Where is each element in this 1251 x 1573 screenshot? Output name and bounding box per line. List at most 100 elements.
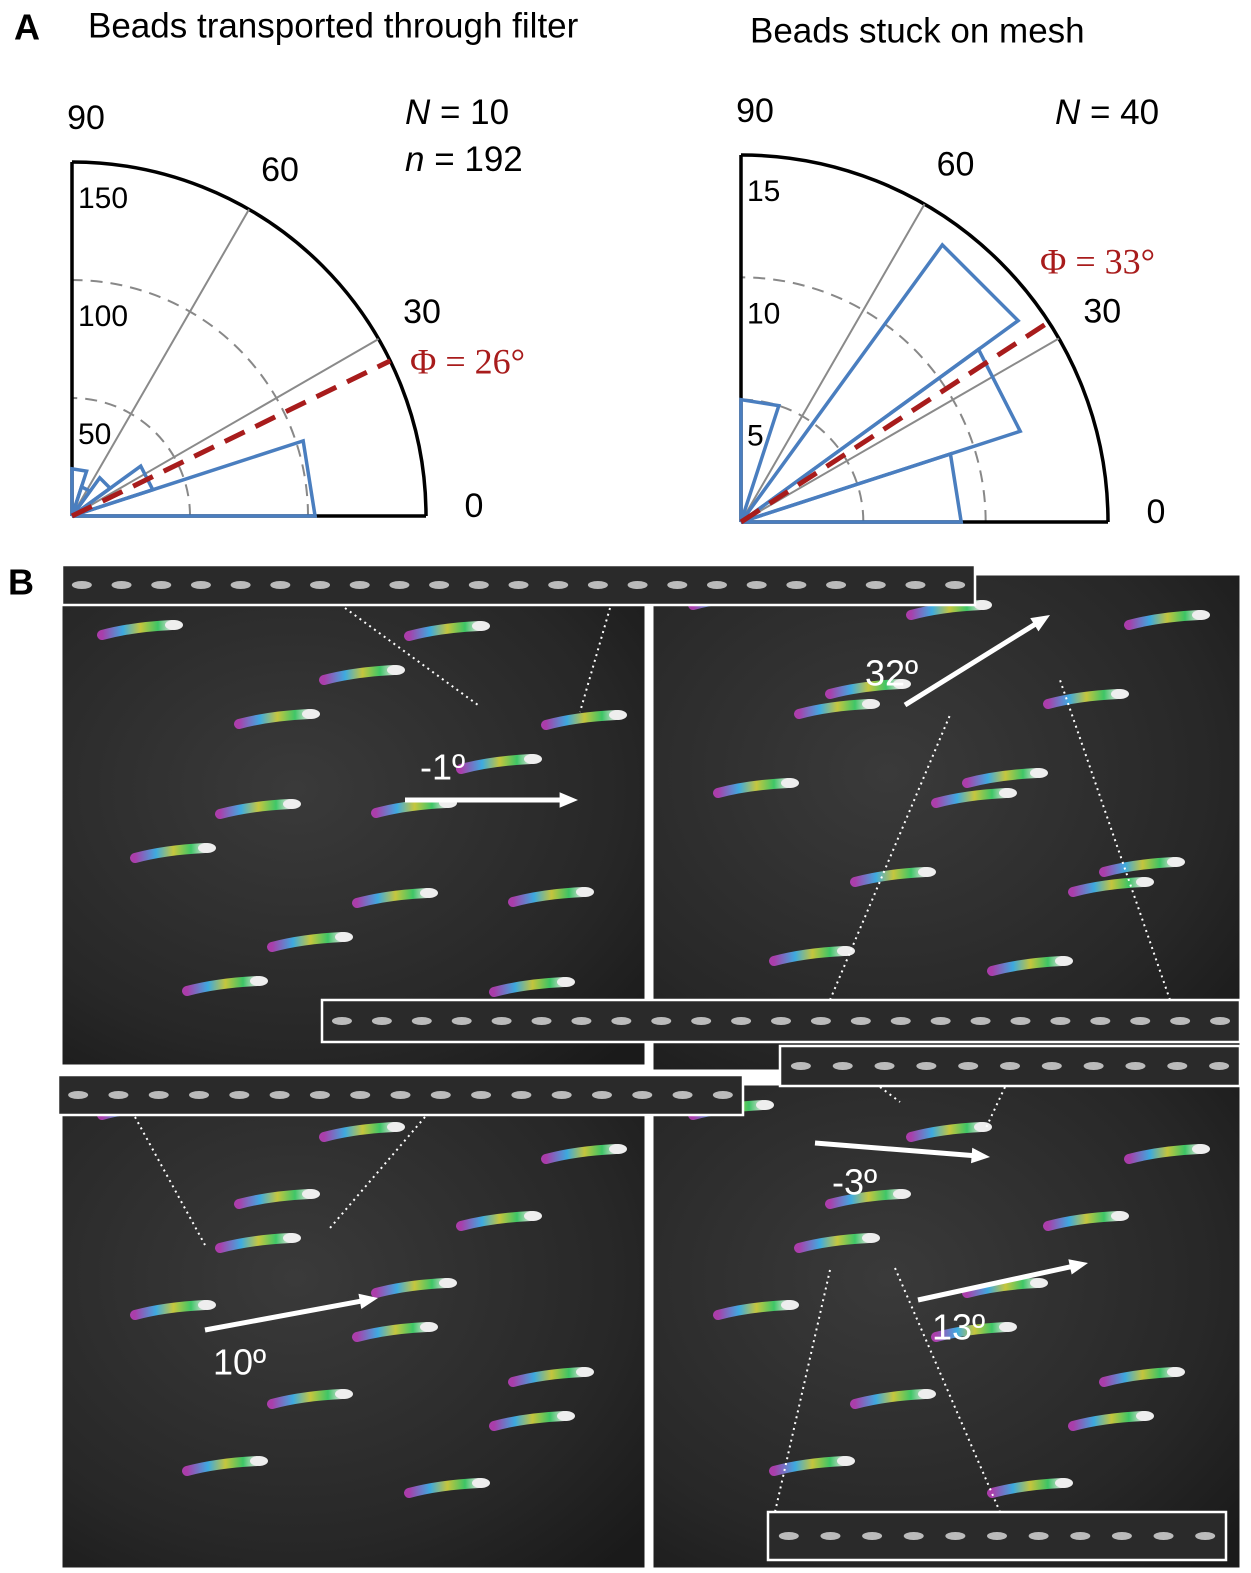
inset-bead: [791, 1062, 811, 1070]
inset-bead: [851, 1017, 871, 1025]
stat-text: = 40: [1080, 93, 1159, 132]
inset-bead: [511, 1091, 531, 1099]
bead: [283, 799, 301, 809]
r-tick-label: 5: [747, 420, 764, 453]
inset-bead: [1167, 1062, 1187, 1070]
inset-bead: [905, 581, 925, 589]
bead: [250, 1456, 268, 1466]
stat-symbol: N: [405, 93, 431, 132]
panel-label: B: [8, 562, 34, 603]
bead: [1030, 1278, 1048, 1288]
inset-bead: [270, 1091, 290, 1099]
polar-chart: Beads transported through filterN = 10n …: [67, 6, 579, 525]
spoke: [72, 339, 379, 516]
inset-bead: [862, 1532, 882, 1540]
bead: [609, 1144, 627, 1154]
inset-bead: [412, 1017, 432, 1025]
outer-arc: [741, 155, 1108, 522]
inset-bead: [786, 581, 806, 589]
inset-bead: [691, 1017, 711, 1025]
inset-bead: [866, 581, 886, 589]
bead: [524, 1211, 542, 1221]
bead: [576, 1367, 594, 1377]
inset-bead: [108, 1091, 128, 1099]
inset-bead: [471, 1091, 491, 1099]
inset-bead: [916, 1062, 936, 1070]
inset-bead: [571, 1017, 591, 1025]
bead: [756, 1100, 774, 1110]
inset-bead: [1112, 1532, 1132, 1540]
inset-bead: [833, 1062, 853, 1070]
inset-bead: [904, 1532, 924, 1540]
inset-bead: [1195, 1532, 1215, 1540]
polar-chart: Beads stuck on meshN = 40510150306090Φ =…: [736, 11, 1165, 531]
inset-bead: [429, 581, 449, 589]
inset-bead: [492, 1017, 512, 1025]
inset-bead: [628, 581, 648, 589]
r-tick-label: 50: [78, 418, 111, 451]
spoke: [72, 209, 249, 516]
arrow-label: 10º: [213, 1342, 266, 1383]
inset-bead: [552, 1091, 572, 1099]
bead: [1111, 1211, 1129, 1221]
bead: [918, 1389, 936, 1399]
bead: [387, 665, 405, 675]
inset-bead: [469, 581, 489, 589]
stat-symbol: N: [1055, 93, 1081, 132]
bead: [335, 932, 353, 942]
inset-bead: [1042, 1062, 1062, 1070]
bead: [862, 699, 880, 709]
chart-title: Beads transported through filter: [88, 6, 579, 45]
bead: [1192, 610, 1210, 620]
inset-bead: [707, 581, 727, 589]
inset-bead: [151, 581, 171, 589]
stat-text: = 192: [424, 140, 522, 179]
inset-bead: [1090, 1017, 1110, 1025]
inset-bead: [1125, 1062, 1145, 1070]
inset-bead: [72, 581, 92, 589]
bead: [420, 1322, 438, 1332]
inset-bead: [958, 1062, 978, 1070]
inset-bead: [350, 581, 370, 589]
angle-tick-label: 30: [1083, 292, 1121, 330]
bead: [198, 1300, 216, 1310]
mean-direction: [741, 322, 1049, 522]
spoke: [741, 339, 1059, 523]
inset-bead: [1170, 1017, 1190, 1025]
inset-bead: [731, 1017, 751, 1025]
bead: [302, 1189, 320, 1199]
bead: [335, 1389, 353, 1399]
inset-bead: [1130, 1017, 1150, 1025]
angle-tick-label: 90: [736, 92, 774, 130]
inset-bead: [713, 1091, 733, 1099]
bead: [420, 888, 438, 898]
inset-bead: [611, 1017, 631, 1025]
inset-bead: [191, 581, 211, 589]
r-tick-label: 100: [78, 300, 128, 333]
inset-bead: [667, 581, 687, 589]
figure: A Beads transported through filterN = 10…: [0, 0, 1251, 1568]
inset-bead: [389, 581, 409, 589]
inset-bead: [1070, 1532, 1090, 1540]
angle-tick-label: 30: [403, 293, 441, 331]
inset-bead: [112, 581, 132, 589]
inset-bead: [1084, 1062, 1104, 1070]
inset-bead: [826, 581, 846, 589]
bead: [1030, 768, 1048, 778]
mean-direction: [72, 361, 390, 516]
bead: [999, 788, 1017, 798]
chart-title: Beads stuck on mesh: [750, 11, 1085, 50]
inset-bead: [372, 1017, 392, 1025]
spoke: [741, 204, 925, 522]
inset-bead: [945, 1532, 965, 1540]
bead: [198, 843, 216, 853]
bead: [472, 1478, 490, 1488]
inset-bead: [310, 1091, 330, 1099]
inset-bead: [811, 1017, 831, 1025]
inset-bead: [270, 581, 290, 589]
bead: [781, 778, 799, 788]
angle-tick-label: 0: [1147, 493, 1166, 531]
inset-bead: [229, 1091, 249, 1099]
r-tick-label: 150: [78, 182, 128, 215]
bead: [837, 1456, 855, 1466]
